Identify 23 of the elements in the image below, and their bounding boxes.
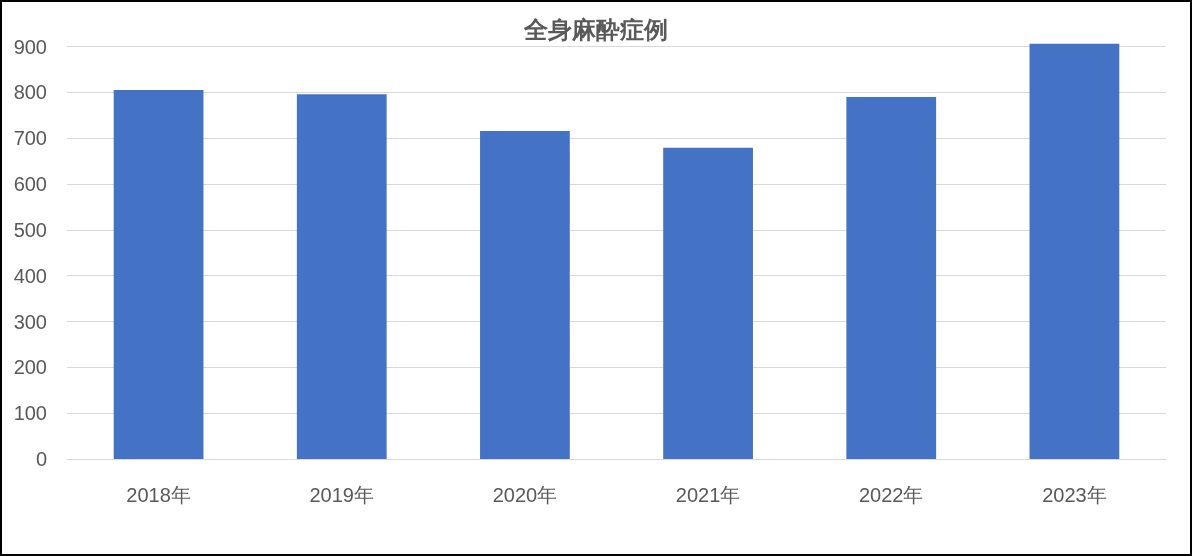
- y-tick-label: 200: [13, 356, 47, 379]
- y-tick-label: 800: [13, 81, 47, 104]
- y-tick-label: 100: [13, 402, 47, 425]
- bar: [663, 147, 753, 459]
- y-tick-label: 300: [13, 310, 47, 333]
- x-tick-label: 2022年: [859, 484, 924, 506]
- y-tick-label: 0: [35, 448, 47, 470]
- bar: [480, 130, 570, 459]
- y-tick-label: 600: [13, 173, 47, 196]
- y-tick-label: 900: [13, 35, 47, 58]
- x-tick-label: 2020年: [492, 484, 558, 506]
- bar: [1029, 43, 1120, 459]
- y-tick-label: 700: [13, 127, 47, 150]
- bar: [846, 96, 937, 459]
- x-tick-label: 2019年: [309, 484, 374, 506]
- bar: [296, 94, 387, 459]
- bar: [113, 90, 204, 459]
- x-tick-label: 2023年: [1042, 484, 1107, 506]
- y-tick-label: 500: [13, 218, 47, 241]
- chart-title: 全身麻酔症例: [523, 15, 668, 43]
- x-tick-label: 2021年: [675, 484, 741, 506]
- y-tick-label: 400: [13, 264, 47, 287]
- x-tick-label: 2018年: [126, 484, 191, 506]
